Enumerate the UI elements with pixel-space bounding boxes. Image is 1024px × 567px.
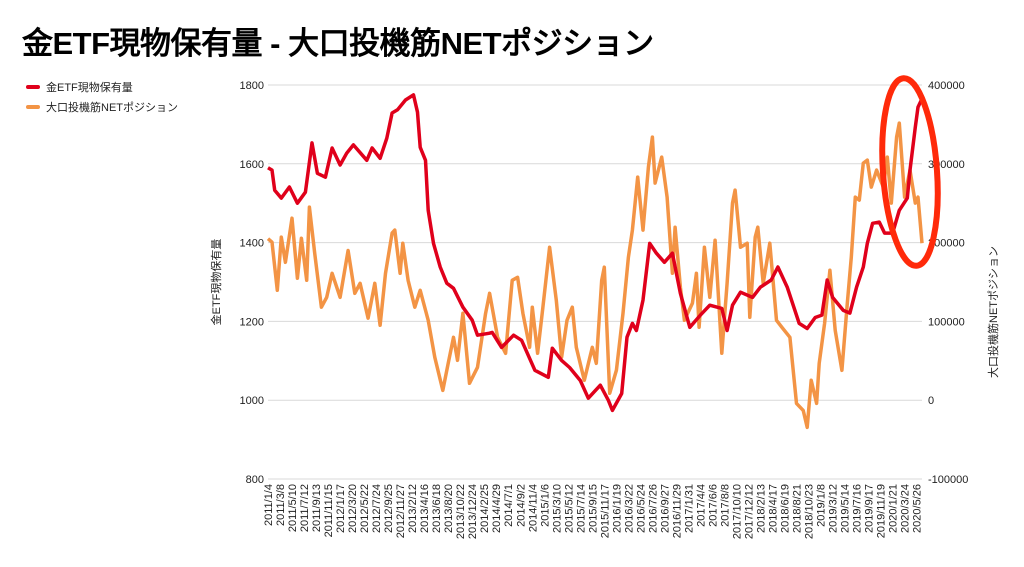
x-tick-label: 2011/1/4	[263, 484, 275, 526]
x-tick-label: 2011/11/15	[323, 484, 335, 537]
x-tick-label: 2015/11/17	[599, 484, 611, 538]
x-tick-label: 2013/4/16	[419, 484, 431, 533]
x-tick-label: 2014/2/25	[479, 484, 491, 533]
x-tick-label: 2013/8/20	[443, 484, 455, 533]
x-tick-label: 2015/9/15	[587, 484, 599, 533]
x-tick-label: 2015/3/10	[551, 484, 563, 533]
x-tick-label: 2012/1/17	[335, 484, 347, 533]
x-tick-label: 2017/12/12	[743, 484, 755, 539]
y2-tick-label: 400000	[928, 80, 965, 92]
legend-item-net-position: 大口投機筋NETポジション	[26, 99, 178, 115]
legend-label-gold-etf: 金ETF現物保有量	[46, 82, 133, 94]
y-tick-label: 1200	[240, 316, 264, 328]
x-tick-label: 2016/9/27	[659, 484, 671, 533]
x-tick-label: 2012/11/27	[395, 484, 407, 538]
x-tick-label: 2016/7/26	[647, 484, 659, 533]
x-tick-label: 2018/8/21	[792, 484, 804, 533]
x-tick-label: 2014/9/2	[515, 484, 527, 527]
y2-axis-label: 大口投機筋NETポジション	[986, 246, 1000, 378]
x-tick-label: 2018/6/19	[780, 484, 792, 533]
x-tick-label: 2019/1/8	[816, 484, 828, 527]
legend-item-gold-etf: 金ETF現物保有量	[26, 79, 133, 95]
x-tick-label: 2019/3/12	[828, 484, 840, 533]
y2-tick-label: 100000	[928, 316, 965, 328]
x-tick-label: 2012/9/25	[383, 484, 395, 533]
y-tick-label: 1000	[240, 395, 264, 407]
x-tick-label: 2019/11/19	[876, 484, 888, 538]
x-tick-label: 2018/10/23	[804, 484, 816, 539]
x-tick-label: 2013/6/18	[431, 484, 443, 533]
x-tick-label: 2017/10/10	[731, 484, 743, 539]
x-tick-label: 2015/7/14	[575, 484, 587, 533]
y2-tick-label: -100000	[928, 474, 968, 486]
x-tick-label: 2014/7/1	[503, 484, 515, 527]
x-tick-label: 2011/7/12	[299, 484, 311, 532]
x-tick-label: 2018/2/13	[756, 484, 768, 533]
y2-tick-label: 200000	[928, 238, 965, 250]
y-axis-label: 金ETF現物保有量	[209, 239, 223, 326]
x-tick-label: 2020/1/21	[888, 484, 900, 533]
gold-etf-line	[267, 93, 924, 413]
x-tick-label: 2020/5/26	[912, 484, 924, 533]
x-tick-label: 2015/1/6	[539, 484, 551, 527]
x-tick-label: 2013/10/22	[455, 484, 467, 539]
x-tick-label: 2020/3/24	[900, 484, 912, 533]
x-tick-label: 2013/2/12	[407, 484, 419, 533]
x-tick-label: 2017/6/6	[707, 484, 719, 527]
highlight-circle-annotation	[879, 75, 941, 269]
x-tick-label: 2012/3/20	[347, 484, 359, 533]
y-tick-label: 1400	[240, 238, 264, 250]
x-tick-label: 2016/1/19	[611, 484, 623, 533]
x-tick-label: 2011/5/10	[287, 484, 299, 532]
x-tick-label: 2019/5/14	[840, 484, 852, 533]
x-tick-label: 2011/3/8	[275, 484, 287, 526]
net-position-line	[266, 121, 924, 430]
legend-swatch-gold-etf	[26, 85, 40, 89]
x-tick-label: 2013/12/24	[467, 484, 479, 539]
x-tick-label: 2017/1/31	[683, 484, 695, 533]
legend-label-net-position: 大口投機筋NETポジション	[46, 102, 178, 114]
x-tick-label: 2019/7/16	[852, 484, 864, 533]
x-tick-label: 2016/5/24	[635, 484, 647, 533]
x-tick-label: 2016/11/29	[671, 484, 683, 538]
x-tick-label: 2016/3/22	[623, 484, 635, 533]
x-tick-label: 2018/4/17	[768, 484, 780, 533]
y-tick-label: 1600	[240, 159, 264, 171]
y-tick-label: 1800	[240, 80, 264, 92]
x-tick-label: 2011/9/13	[311, 484, 323, 532]
y-tick-label: 800	[246, 474, 264, 486]
x-tick-label: 2015/5/12	[563, 484, 575, 533]
y2-tick-label: 0	[928, 395, 934, 407]
x-tick-label: 2017/8/8	[719, 484, 731, 527]
x-tick-label: 2012/7/24	[371, 484, 383, 533]
x-tick-label: 2012/5/22	[359, 484, 371, 533]
x-tick-label: 2017/4/4	[695, 484, 707, 527]
x-tick-label: 2014/4/29	[491, 484, 503, 533]
legend-swatch-net-position	[26, 105, 40, 109]
x-tick-label: 2014/11/4	[527, 484, 539, 532]
chart-title: 金ETF現物保有量 - 大口投機筋NETポジション	[22, 26, 654, 61]
x-tick-label: 2019/9/17	[864, 484, 876, 533]
